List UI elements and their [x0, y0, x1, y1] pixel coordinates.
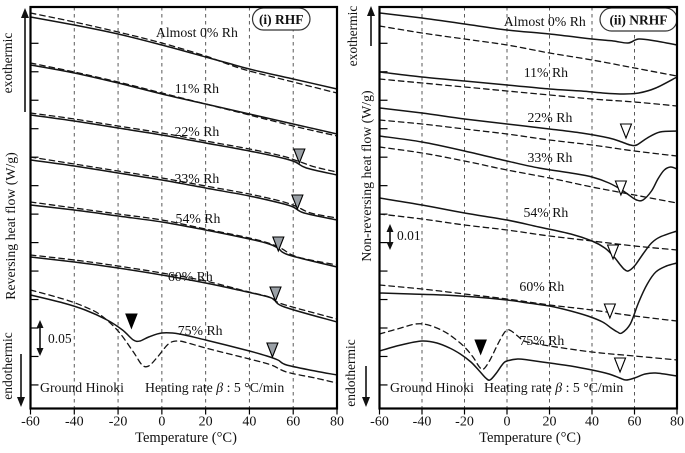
curve-solid-11-rh [29, 64, 338, 135]
curve-solid-60-rh [378, 262, 678, 335]
x-tick-label: 0 [504, 415, 511, 430]
beta-symbol: β [554, 380, 562, 395]
y-axis-title: Non-reversing heat flow (W/g) [359, 90, 375, 261]
heating-rate-suffix: : 5 °C/min [562, 380, 623, 395]
endothermic-label: endothermic [343, 339, 358, 406]
up-arrow-icon [367, 6, 375, 16]
x-tick-label: -20 [109, 415, 128, 430]
up-arrow-icon [21, 8, 29, 18]
curve-solid-almost-0-rh [29, 16, 338, 90]
heating-rate-annotation: Heating rate β : 5 °C/min [484, 380, 623, 395]
scale-bar-arrow-down-icon [386, 242, 394, 250]
curve-solid-11-rh [378, 71, 678, 95]
exothermic-label: exothermic [0, 33, 15, 94]
series-label: Almost 0% Rh [504, 14, 586, 29]
panel-title: (ii) NRHF [609, 12, 667, 27]
series-label: 54% Rh [176, 211, 221, 226]
curve-dashed-almost-0-rh [29, 12, 338, 94]
series-label: 22% Rh [174, 124, 219, 139]
down-arrow-icon [17, 397, 25, 407]
x-tick-label: 60 [286, 415, 300, 430]
sample-annotation: Ground Hinoki [390, 380, 474, 395]
gray-triangle-marker-icon [272, 236, 285, 253]
scale-bar-value: 0.05 [48, 331, 72, 346]
panel-nrhf: -60 -40 -20 0 20 40 60 80 Almost 0% Rh 11% Rh 22% … [343, 6, 684, 446]
exothermic-label: exothermic [345, 6, 360, 67]
series-label: 54% Rh [523, 205, 568, 220]
curve-solid-22-rh [378, 107, 678, 147]
sample-annotation: Ground Hinoki [40, 380, 124, 395]
series-label: 11% Rh [175, 81, 219, 96]
series-label: 75% Rh [178, 323, 223, 338]
y-axis-title: Reversing heat flow (W/g) [3, 152, 19, 300]
scale-bar-arrow-down-icon [36, 348, 44, 356]
heating-rate-prefix: Heating rate [484, 380, 555, 395]
x-tick-label: 80 [670, 415, 684, 430]
open-triangle-marker-icon [603, 303, 617, 320]
x-tick-label: 60 [628, 415, 642, 430]
x-tick-label: 40 [242, 415, 256, 430]
x-tick-label: -20 [455, 415, 474, 430]
panel-title: (i) RHF [259, 12, 304, 27]
curve-dashed-54-rh [29, 201, 338, 266]
curve-dashed-33-rh [378, 146, 678, 204]
down-arrow-icon [362, 397, 370, 407]
panel-rhf: -60 -40 -20 0 20 40 60 80 Almost 0% Rh 11% Rh 22% … [0, 5, 344, 446]
x-axis-title: Temperature (°C) [135, 430, 237, 446]
curve-solid-54-rh [29, 204, 338, 268]
scale-bar-arrow-up-icon [36, 320, 44, 328]
open-triangle-marker-icon [619, 123, 633, 140]
series-label: 33% Rh [528, 150, 573, 165]
series-label: 60% Rh [168, 269, 213, 284]
open-triangle-marker-icon [606, 244, 620, 261]
heating-rate-suffix: : 5 °C/min [223, 380, 284, 395]
open-triangle-marker-icon [614, 180, 628, 197]
curve-dashed-11-rh [378, 78, 678, 107]
black-triangle-marker-icon [125, 313, 138, 330]
series-label: 75% Rh [519, 333, 564, 348]
x-tick-label: -40 [413, 415, 432, 430]
curve-solid-almost-0-rh [378, 12, 678, 46]
curve-solid-22-rh [29, 114, 338, 176]
x-tick-label: 20 [543, 415, 557, 430]
series-label: 60% Rh [519, 279, 564, 294]
x-tick-label: -60 [370, 415, 389, 430]
series-label: 33% Rh [174, 171, 219, 186]
endothermic-label: endothermic [0, 332, 15, 399]
heating-rate-prefix: Heating rate [145, 380, 216, 395]
x-axis-title: Temperature (°C) [479, 430, 581, 446]
curve-solid-75-rh [29, 294, 338, 376]
x-tick-label: 0 [158, 415, 165, 430]
open-triangle-marker-icon [613, 357, 627, 374]
heating-rate-annotation: Heating rate β : 5 °C/min [145, 380, 284, 395]
curve-dashed-22-rh [29, 112, 338, 173]
gray-triangle-marker-icon [291, 194, 304, 211]
series-label: Almost 0% Rh [156, 25, 238, 40]
series-label: 22% Rh [528, 110, 573, 125]
scale-bar-arrow-up-icon [386, 224, 394, 232]
x-tick-label: 80 [330, 415, 344, 430]
gray-triangle-marker-icon [293, 148, 306, 165]
gray-triangle-marker-icon [266, 342, 279, 359]
curve-dashed-75-rh [378, 323, 678, 371]
x-tick-label: 20 [199, 415, 213, 430]
scale-bar-value: 0.01 [397, 228, 421, 243]
curve-dashed-75-rh [29, 289, 338, 384]
black-triangle-marker-icon [474, 339, 487, 356]
curve-dashed-33-rh [29, 156, 338, 219]
x-tick-label: -40 [65, 415, 84, 430]
gray-triangle-marker-icon [269, 286, 282, 303]
series-label: 11% Rh [524, 65, 568, 80]
beta-symbol: β [215, 380, 223, 395]
x-tick-label: 40 [585, 415, 599, 430]
curve-solid-75-rh [378, 340, 678, 381]
curve-solid-60-rh [29, 256, 338, 323]
x-tick-label: -60 [21, 415, 40, 430]
plot-frame [29, 5, 339, 410]
